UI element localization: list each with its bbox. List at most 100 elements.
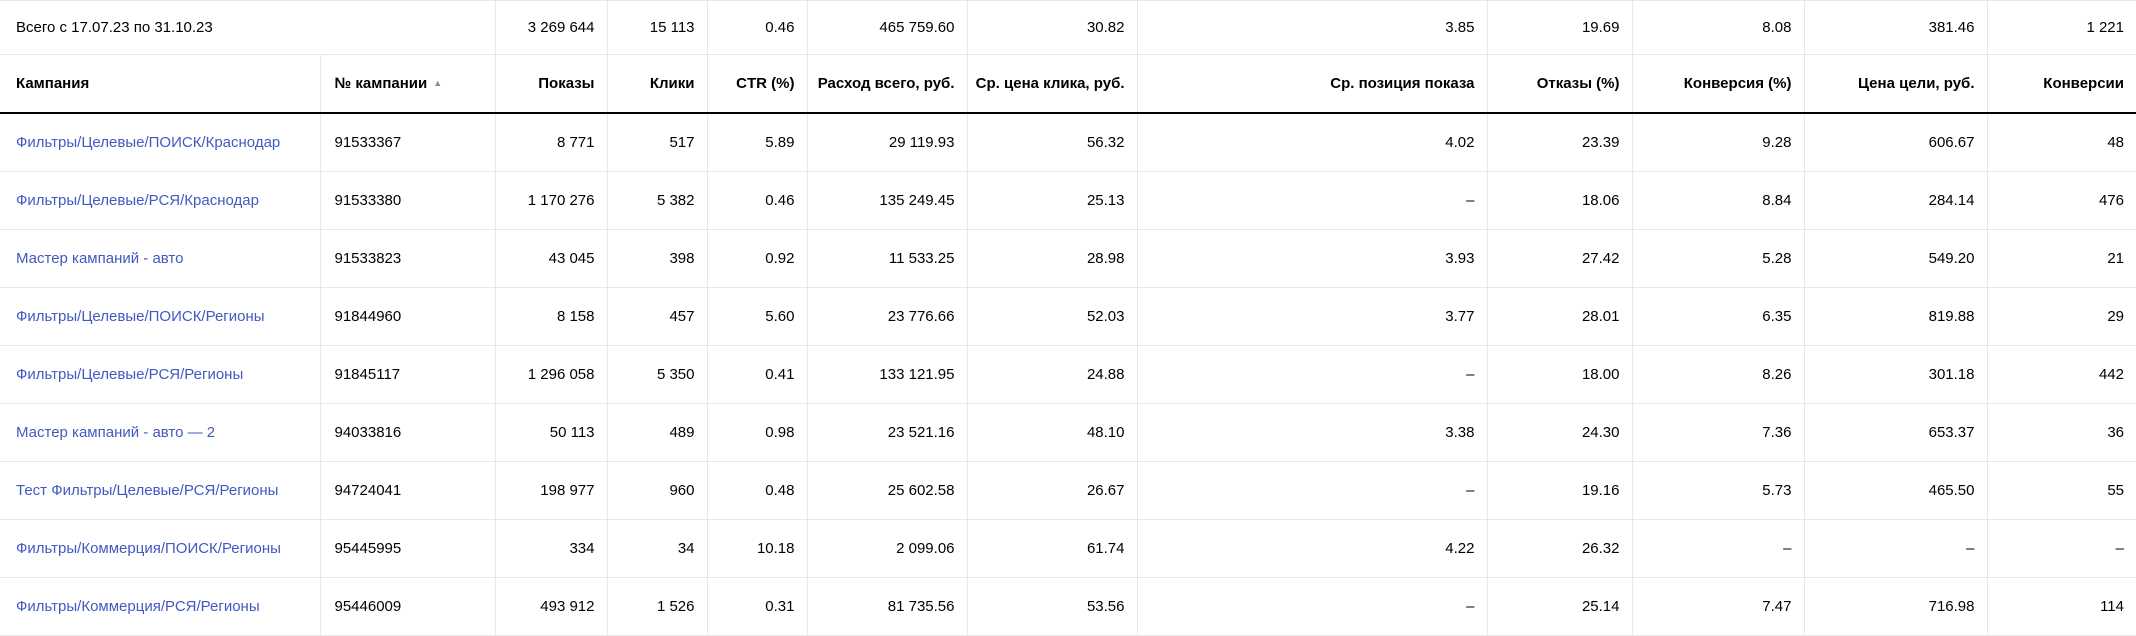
avg-position-cell: – [1136,461,1487,520]
campaign-link[interactable]: Фильтры/Целевые/ПОИСК/Краснодар [16,134,281,151]
campaign-link[interactable]: Фильтры/Целевые/ПОИСК/Регионы [16,308,265,325]
campaign-id-cell: 91845117 [319,345,495,404]
goal-cost-cell: 819.88 [1803,287,1987,346]
clicks-cell: 34 [606,519,707,578]
campaign-id-cell: 91844960 [319,287,495,346]
impressions-cell: 1 296 058 [494,345,607,404]
bounce-rate-cell: 26.32 [1486,519,1632,578]
avg-position-cell: 4.02 [1136,113,1487,172]
table-row: Тест Фильтры/Целевые/РСЯ/Регионы 94724041… [0,461,2136,520]
campaign-link[interactable]: Фильтры/Коммерция/РСЯ/Регионы [16,598,260,615]
conversions-cell: 55 [1986,461,2136,520]
conversion-rate-cell: 7.47 [1631,577,1804,636]
table-row: Фильтры/Целевые/ПОИСК/Регионы 91844960 8 1… [0,287,2136,346]
impressions-cell: 50 113 [494,403,607,462]
clicks-cell: 1 526 [606,577,707,636]
conversions-cell: 114 [1986,577,2136,636]
totals-cost: 465 759.60 [806,0,967,55]
column-header-campaign-id-label: № кампании [334,75,428,92]
conversions-cell: 442 [1986,345,2136,404]
column-header-campaign[interactable]: Кампания [0,54,320,114]
avg-cpc-cell: 25.13 [966,171,1137,230]
column-header-avg-position[interactable]: Ср. позиция показа [1136,54,1487,114]
avg-cpc-cell: 26.67 [966,461,1137,520]
column-header-goal-cost[interactable]: Цена цели, руб. [1803,54,1987,114]
bounce-rate-cell: 25.14 [1486,577,1632,636]
avg-cpc-cell: 24.88 [966,345,1137,404]
cost-cell: 29 119.93 [806,113,967,172]
totals-ctr: 0.46 [706,0,807,55]
avg-position-cell: 4.22 [1136,519,1487,578]
campaign-link[interactable]: Мастер кампаний - авто [16,250,184,267]
campaign-link[interactable]: Тест Фильтры/Целевые/РСЯ/Регионы [16,482,279,499]
goal-cost-cell: 465.50 [1803,461,1987,520]
table-row: Фильтры/Целевые/РСЯ/Краснодар 91533380 1 1… [0,171,2136,230]
campaign-id-cell: 95445995 [319,519,495,578]
conversion-rate-cell: – [1631,519,1804,578]
bounce-rate-cell: 24.30 [1486,403,1632,462]
goal-cost-cell: 284.14 [1803,171,1987,230]
ctr-cell: 5.89 [706,113,807,172]
column-header-clicks[interactable]: Клики [606,54,707,114]
conversions-cell: 21 [1986,229,2136,288]
campaign-id-cell: 94033816 [319,403,495,462]
ctr-cell: 10.18 [706,519,807,578]
campaign-cell: Тест Фильтры/Целевые/РСЯ/Регионы [0,461,320,520]
conversion-rate-cell: 5.28 [1631,229,1804,288]
conversions-cell: 29 [1986,287,2136,346]
campaign-link[interactable]: Фильтры/Целевые/РСЯ/Регионы [16,366,244,383]
impressions-cell: 1 170 276 [494,171,607,230]
campaign-link[interactable]: Фильтры/Целевые/РСЯ/Краснодар [16,192,259,209]
column-header-conversions[interactable]: Конверсии [1986,54,2136,114]
avg-cpc-cell: 53.56 [966,577,1137,636]
totals-label: Всего с 17.07.23 по 31.10.23 [0,0,495,55]
table-row: Мастер кампаний - авто — 2 94033816 50 113… [0,403,2136,462]
clicks-cell: 489 [606,403,707,462]
column-header-bounce-rate[interactable]: Отказы (%) [1486,54,1632,114]
conversion-rate-cell: 8.26 [1631,345,1804,404]
totals-bounce-rate: 19.69 [1486,0,1632,55]
column-header-conversion-rate[interactable]: Конверсия (%) [1631,54,1804,114]
avg-position-cell: – [1136,345,1487,404]
table-body: Фильтры/Целевые/ПОИСК/Краснодар 91533367 8… [0,113,2136,636]
campaign-cell: Мастер кампаний - авто [0,229,320,288]
clicks-cell: 5 350 [606,345,707,404]
impressions-cell: 43 045 [494,229,607,288]
ctr-cell: 0.41 [706,345,807,404]
campaign-id-cell: 91533823 [319,229,495,288]
cost-cell: 2 099.06 [806,519,967,578]
totals-conversion-rate: 8.08 [1631,0,1804,55]
avg-cpc-cell: 28.98 [966,229,1137,288]
avg-position-cell: 3.38 [1136,403,1487,462]
campaign-link[interactable]: Мастер кампаний - авто — 2 [16,424,216,441]
campaign-cell: Фильтры/Целевые/РСЯ/Краснодар [0,171,320,230]
campaign-cell: Фильтры/Целевые/РСЯ/Регионы [0,345,320,404]
column-header-campaign-id[interactable]: № кампании ▲ [319,54,495,114]
goal-cost-cell: 716.98 [1803,577,1987,636]
bounce-rate-cell: 18.06 [1486,171,1632,230]
conversions-cell: – [1986,519,2136,578]
table-row: Фильтры/Целевые/РСЯ/Регионы 91845117 1 296… [0,345,2136,404]
conversion-rate-cell: 9.28 [1631,113,1804,172]
conversions-cell: 48 [1986,113,2136,172]
column-header-impressions[interactable]: Показы [494,54,607,114]
ctr-cell: 0.31 [706,577,807,636]
column-header-avg-cpc[interactable]: Ср. цена клика, руб. [966,54,1137,114]
bounce-rate-cell: 23.39 [1486,113,1632,172]
totals-clicks: 15 113 [606,0,707,55]
totals-row: Всего с 17.07.23 по 31.10.23 3 269 644 1… [0,0,2136,55]
campaign-cell: Фильтры/Коммерция/РСЯ/Регионы [0,577,320,636]
table-row: Фильтры/Коммерция/ПОИСК/Регионы 95445995 3… [0,519,2136,578]
campaign-link[interactable]: Фильтры/Коммерция/ПОИСК/Регионы [16,540,281,557]
totals-goal-cost: 381.46 [1803,0,1987,55]
bounce-rate-cell: 28.01 [1486,287,1632,346]
column-header-cost[interactable]: Расход всего, руб. [806,54,967,114]
column-header-ctr[interactable]: CTR (%) [706,54,807,114]
conversion-rate-cell: 7.36 [1631,403,1804,462]
impressions-cell: 334 [494,519,607,578]
campaign-id-cell: 95446009 [319,577,495,636]
conversion-rate-cell: 8.84 [1631,171,1804,230]
avg-position-cell: – [1136,171,1487,230]
avg-position-cell: 3.93 [1136,229,1487,288]
goal-cost-cell: 653.37 [1803,403,1987,462]
